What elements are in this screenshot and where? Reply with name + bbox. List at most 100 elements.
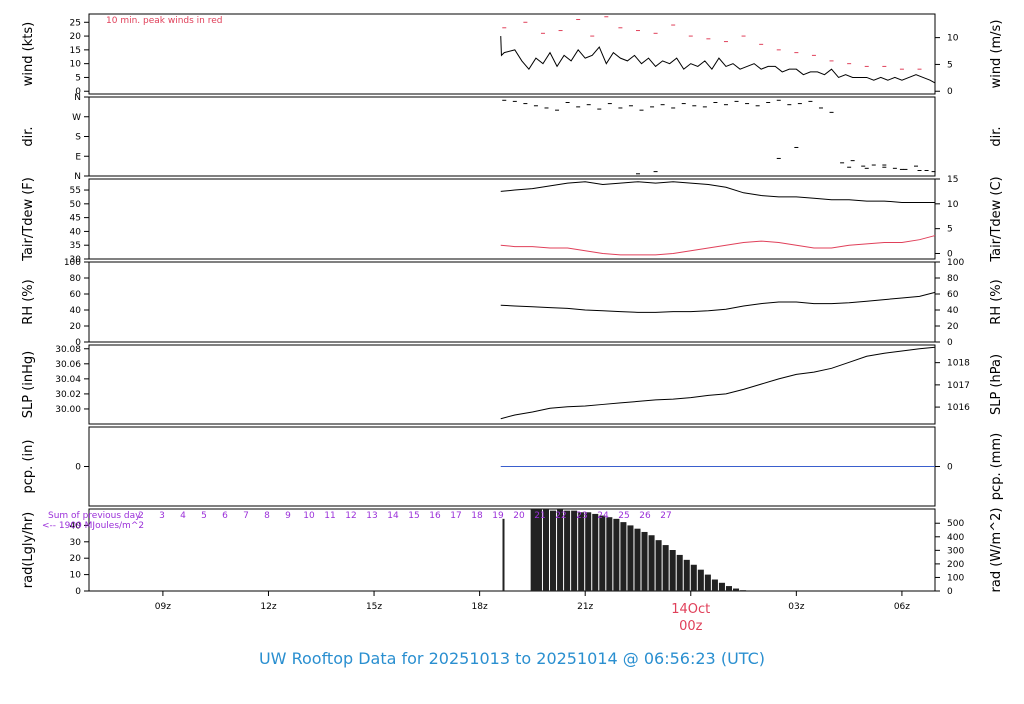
x-tick-label: 12z xyxy=(260,602,276,612)
rh-y-tick-label: 20 xyxy=(70,322,82,332)
rad-daily-sum-day: 11 xyxy=(324,511,335,521)
x-tick-label: 09z xyxy=(155,602,171,612)
rad-daily-sum-day: 27 xyxy=(660,511,671,521)
rad-y-tick-label: 40 xyxy=(70,521,82,531)
dir-panel-frame xyxy=(88,96,936,177)
rad-bar xyxy=(725,586,733,591)
rh-panel-frame xyxy=(88,261,936,343)
rad-bar xyxy=(683,559,690,591)
rad-y-right-tick-label: 400 xyxy=(947,533,964,543)
temp-y-tick-label: 55 xyxy=(70,186,81,196)
rh-y-tick-label: 100 xyxy=(64,258,81,268)
rad-bar xyxy=(669,550,676,591)
rad-bar xyxy=(641,531,648,591)
wind-y-right-tick-label: 5 xyxy=(947,60,953,70)
rad-y-right-tick-label: 300 xyxy=(947,546,964,556)
rad-daily-sum-day: 8 xyxy=(264,511,270,521)
temp-y-tick-label: 45 xyxy=(70,214,81,224)
rad-daily-sum-day: 13 xyxy=(366,511,377,521)
wind-ylabel: wind (kts) xyxy=(21,22,36,86)
rad-daily-sum-day: 21 xyxy=(534,511,545,521)
rad-bar xyxy=(550,510,557,591)
temp-air-series xyxy=(500,181,935,203)
pcp-ylabel-right: pcp. (mm) xyxy=(989,433,1004,500)
dir-y-tick-label: S xyxy=(75,133,81,143)
rh-y-right-tick-label: 20 xyxy=(947,322,959,332)
rad-daily-sum-day: 25 xyxy=(618,511,629,521)
page-title: UW Rooftop Data for 20251013 to 20251014… xyxy=(259,649,765,668)
x-tick-label: 21z xyxy=(577,602,593,612)
rad-bar xyxy=(606,517,613,591)
rad-bar xyxy=(676,554,683,591)
wind-y-tick-label: 15 xyxy=(70,46,81,56)
rad-bar xyxy=(564,510,571,591)
rad-daily-sum-day: 4 xyxy=(180,511,186,521)
rad-ylabel-right: rad (W/m^2) xyxy=(989,508,1004,593)
rad-ylabel: rad(Lgly/hr) xyxy=(21,512,36,588)
pcp-y-tick-label: 0 xyxy=(75,463,81,473)
temp-y-right-tick-label: 10 xyxy=(947,200,959,210)
rh-ylabel-right: RH (%) xyxy=(989,279,1004,324)
wind-y-tick-label: 20 xyxy=(70,32,82,42)
slp-y-right-tick-label: 1017 xyxy=(947,381,970,391)
wind-y-tick-label: 10 xyxy=(70,60,82,70)
rad-daily-sum-day: 24 xyxy=(597,511,609,521)
rad-bar xyxy=(571,510,578,591)
rad-bar xyxy=(655,540,662,591)
slp-ylabel-right: SLP (hPa) xyxy=(989,354,1004,415)
rad-bar xyxy=(733,588,740,591)
rad-daily-sum-day: 26 xyxy=(639,511,651,521)
rad-y-tick-label: 30 xyxy=(70,538,82,548)
rad-bar xyxy=(557,509,564,591)
rad-bar xyxy=(613,518,620,591)
wind-y-tick-label: 25 xyxy=(70,18,81,28)
rh-y-right-tick-label: 40 xyxy=(947,306,959,316)
wind-y-right-tick-label: 0 xyxy=(947,87,953,97)
rad-daily-sum-day: 9 xyxy=(285,511,291,521)
rad-daily-sum-day: 19 xyxy=(492,511,504,521)
rh-y-right-tick-label: 80 xyxy=(947,274,959,284)
rad-bar xyxy=(740,590,747,591)
wind-y-tick-label: 0 xyxy=(75,87,81,97)
slp-y-tick-label: 30.02 xyxy=(55,390,81,400)
rad-daily-sum-day: 14 xyxy=(387,511,399,521)
temp-y-tick-label: 50 xyxy=(70,200,82,210)
wind-ylabel-right: wind (m/s) xyxy=(989,20,1004,89)
dir-ylabel-right: dir. xyxy=(989,126,1004,146)
rad-bar xyxy=(578,512,585,591)
rad-daily-sum-day: 15 xyxy=(408,511,419,521)
rh-y-right-tick-label: 60 xyxy=(947,290,959,300)
rh-series xyxy=(500,291,936,313)
rad-bar xyxy=(704,574,711,591)
rad-bar xyxy=(662,545,669,591)
pcp-y-right-tick-label: 0 xyxy=(947,463,953,473)
rad-daily-sum-day: 2 xyxy=(138,511,144,521)
rad-daily-sum-day: 23 xyxy=(576,511,587,521)
temp-dew-series xyxy=(500,235,936,256)
rad-y-right-tick-label: 0 xyxy=(947,587,953,597)
rad-bar xyxy=(634,528,641,591)
rad-bar xyxy=(711,579,718,591)
rh-y-tick-label: 60 xyxy=(70,290,82,300)
rad-daily-sum-day: 16 xyxy=(429,511,441,521)
rad-y-tick-label: 10 xyxy=(70,571,82,581)
rh-y-tick-label: 80 xyxy=(70,274,82,284)
rad-daily-sum-day: 22 xyxy=(555,511,566,521)
rad-y-tick-label: 20 xyxy=(70,554,82,564)
rad-bar xyxy=(697,569,704,591)
rad-bar xyxy=(718,582,725,591)
temp-y-tick-label: 35 xyxy=(70,241,81,251)
rad-bar xyxy=(542,509,550,591)
rad-daily-sum-day: 12 xyxy=(345,511,356,521)
rad-bar xyxy=(530,509,537,591)
rad-bar xyxy=(535,509,542,591)
temp-y-tick-label: 30 xyxy=(70,255,82,265)
wind-y-right-tick-label: 10 xyxy=(947,34,959,44)
rad-bar xyxy=(585,512,592,591)
date-label-day: 14Oct xyxy=(671,602,710,617)
rh-y-tick-label: 40 xyxy=(70,306,82,316)
temp-panel-frame xyxy=(88,178,936,260)
wind-sustained-series xyxy=(500,36,936,84)
date-label-hour: 00z xyxy=(679,619,703,634)
